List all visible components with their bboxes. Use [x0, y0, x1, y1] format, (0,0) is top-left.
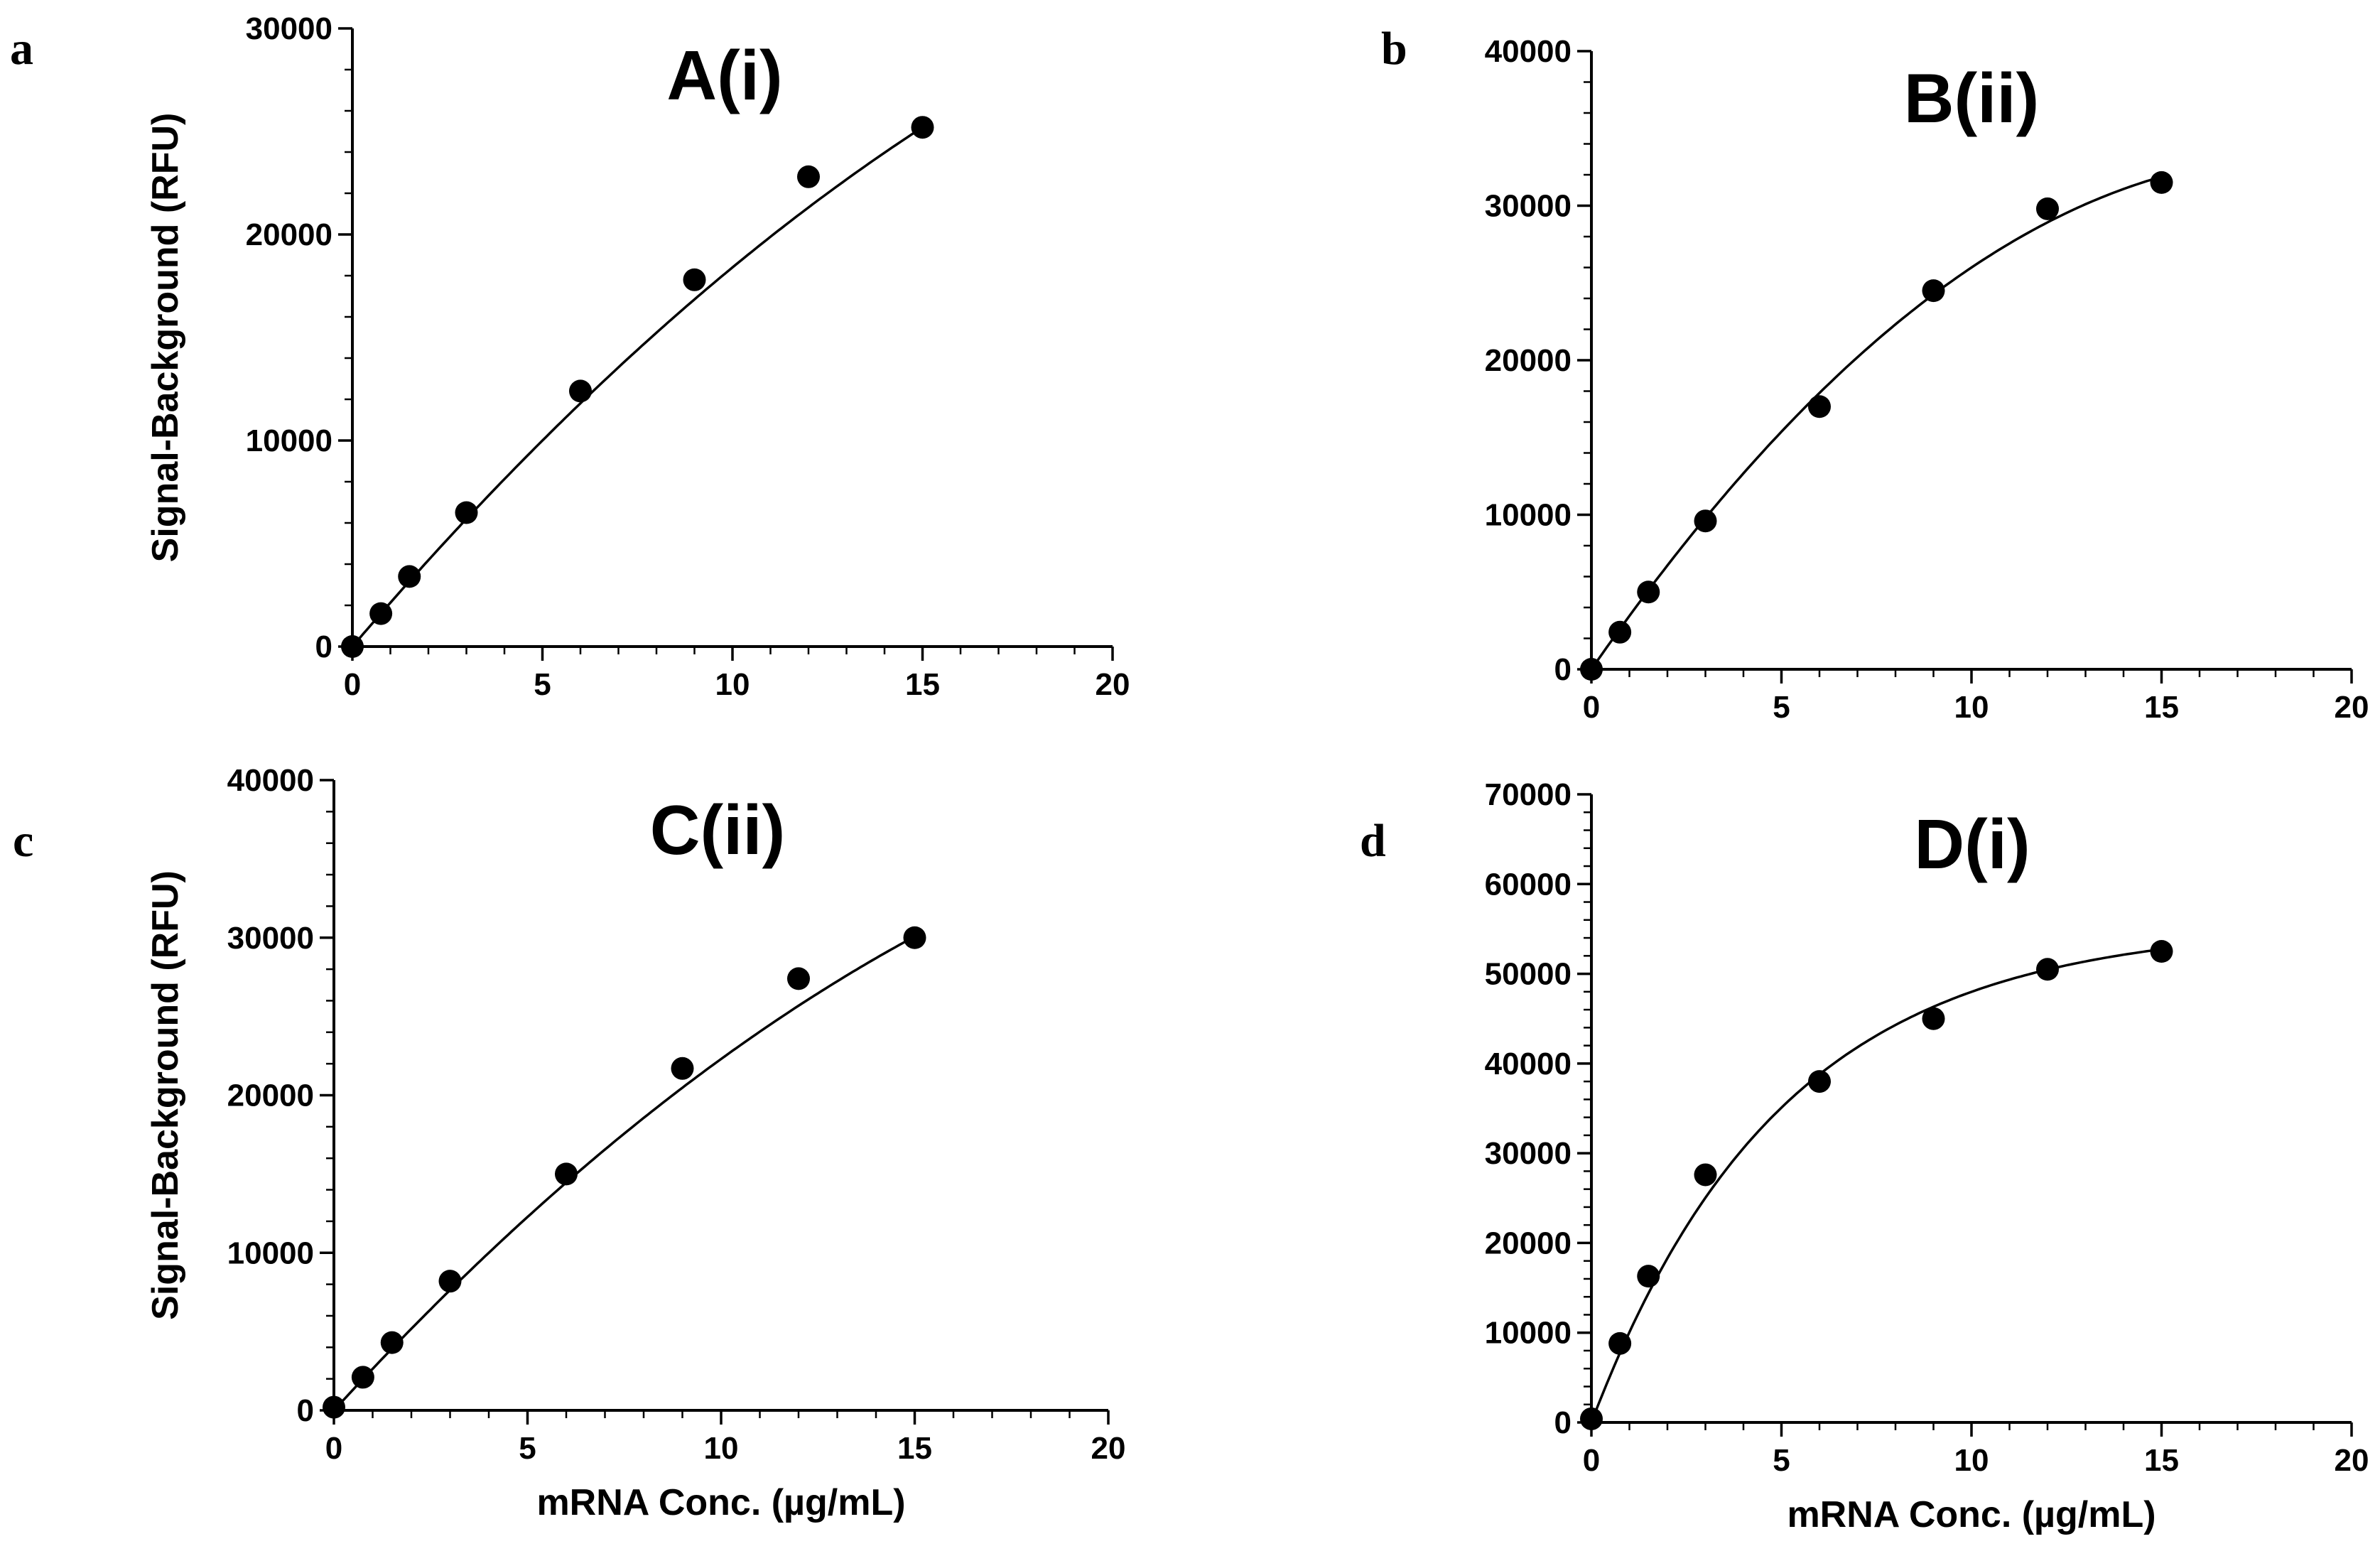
x-tick-label: 15 — [905, 667, 940, 702]
x-tick-label: 10 — [715, 667, 750, 702]
x-tick-label: 0 — [325, 1431, 342, 1466]
chart-panel-a: a A(i) 0 10000 20000 30000 0 5 10 15 20 Signal-Back… — [10, 11, 1130, 702]
x-tick-label: 0 — [1583, 1443, 1600, 1478]
data-point — [911, 116, 934, 139]
y-tick-label: 20000 — [1485, 343, 1572, 378]
x-tick-label: 10 — [1954, 690, 1989, 725]
data-point — [455, 501, 478, 524]
x-tick-label: 0 — [1583, 690, 1600, 725]
y-tick-label: 10000 — [1485, 1316, 1572, 1351]
y-tick-label: 0 — [297, 1393, 314, 1428]
y-tick-label: 30000 — [227, 921, 314, 956]
data-point — [1608, 620, 1632, 644]
x-tick-label: 5 — [534, 667, 551, 702]
x-tick-label: 5 — [1773, 1443, 1790, 1478]
data-point — [2036, 197, 2059, 220]
data-point — [351, 1366, 374, 1389]
data-point — [1694, 509, 1717, 533]
data-point — [398, 565, 421, 588]
y-axis-title: Signal-Background (RFU) — [145, 870, 186, 1320]
data-point — [1580, 1407, 1603, 1430]
y-tick-label: 70000 — [1485, 777, 1572, 812]
fit-curve — [1590, 175, 2163, 670]
x-tick-label: 15 — [2144, 1443, 2179, 1478]
x-tick-label: 15 — [897, 1431, 932, 1466]
y-tick-label: 30000 — [1485, 189, 1572, 224]
data-point — [369, 602, 393, 625]
chart-panel-d: d D(i) 0 10000 20000 30000 40000 50000 60000 7000… — [1360, 777, 2369, 1535]
x-axis-title: mRNA Conc. (µg/mL) — [1787, 1494, 2155, 1535]
y-tick-label: 20000 — [246, 217, 332, 252]
chart-title: C(ii) — [650, 791, 786, 869]
chart-title: B(ii) — [1904, 59, 2040, 137]
y-tick-label: 30000 — [1485, 1136, 1572, 1171]
y-tick-label: 10000 — [246, 423, 332, 458]
panel-letter: b — [1381, 23, 1407, 75]
data-point — [1637, 1265, 1660, 1288]
chart-title: D(i) — [1914, 805, 2030, 883]
data-point — [1922, 279, 1945, 303]
data-point — [1608, 1331, 1632, 1355]
y-tick-label: 20000 — [227, 1079, 314, 1113]
data-point — [671, 1057, 694, 1080]
data-point — [1637, 580, 1660, 604]
x-tick-label: 10 — [1954, 1443, 1989, 1478]
data-point — [797, 165, 820, 188]
x-axis-title: mRNA Conc. (µg/mL) — [536, 1482, 905, 1523]
panel-letter: a — [10, 23, 33, 75]
data-point — [1808, 395, 1831, 418]
data-point — [2036, 958, 2059, 981]
fit-curve — [351, 126, 924, 648]
data-point — [903, 926, 926, 949]
data-point — [438, 1270, 462, 1293]
data-point — [683, 268, 706, 291]
y-tick-label: 30000 — [246, 11, 332, 46]
x-tick-label: 20 — [2335, 690, 2369, 725]
data-point — [1808, 1070, 1831, 1093]
y-tick-label: 10000 — [1485, 498, 1572, 533]
y-tick-label: 10000 — [227, 1236, 314, 1270]
y-tick-label: 0 — [315, 630, 332, 664]
y-tick-label: 40000 — [227, 763, 314, 798]
x-tick-label: 20 — [1091, 1431, 1126, 1466]
data-point — [555, 1162, 578, 1186]
x-tick-label: 5 — [1773, 690, 1790, 725]
chart-panel-c: c C(ii) 0 10000 20000 30000 40000 0 5 10 15 20 Signa… — [13, 763, 1125, 1523]
x-tick-label: 0 — [344, 667, 361, 702]
data-point — [323, 1395, 345, 1419]
y-axis-title: Signal-Background (RFU) — [145, 113, 186, 563]
data-point — [787, 967, 810, 990]
y-tick-label: 40000 — [1485, 1047, 1572, 1081]
chart-title: A(i) — [666, 36, 782, 114]
data-point — [380, 1331, 404, 1354]
data-point — [1580, 658, 1603, 681]
data-point — [569, 379, 592, 403]
data-point — [1694, 1163, 1717, 1187]
x-tick-label: 10 — [704, 1431, 739, 1466]
x-tick-label: 20 — [1096, 667, 1130, 702]
y-tick-label: 50000 — [1485, 957, 1572, 992]
y-tick-label: 0 — [1554, 1405, 1572, 1440]
data-point — [2150, 171, 2173, 194]
panel-letter: d — [1360, 815, 1386, 867]
data-point — [1922, 1007, 1945, 1030]
panel-letter: c — [13, 815, 33, 867]
y-tick-label: 60000 — [1485, 867, 1572, 902]
chart-panel-b: b B(ii) 0 10000 20000 30000 40000 0 5 10 15 20 — [1381, 23, 2369, 725]
data-point — [341, 635, 364, 658]
y-tick-label: 20000 — [1485, 1226, 1572, 1260]
x-tick-label: 5 — [519, 1431, 536, 1466]
y-tick-label: 0 — [1554, 652, 1572, 687]
fit-curve — [332, 935, 916, 1412]
y-tick-label: 40000 — [1485, 34, 1572, 69]
x-tick-label: 20 — [2335, 1443, 2369, 1478]
fit-curve — [1590, 948, 2162, 1423]
data-point — [2150, 940, 2173, 963]
x-tick-label: 15 — [2144, 690, 2179, 725]
